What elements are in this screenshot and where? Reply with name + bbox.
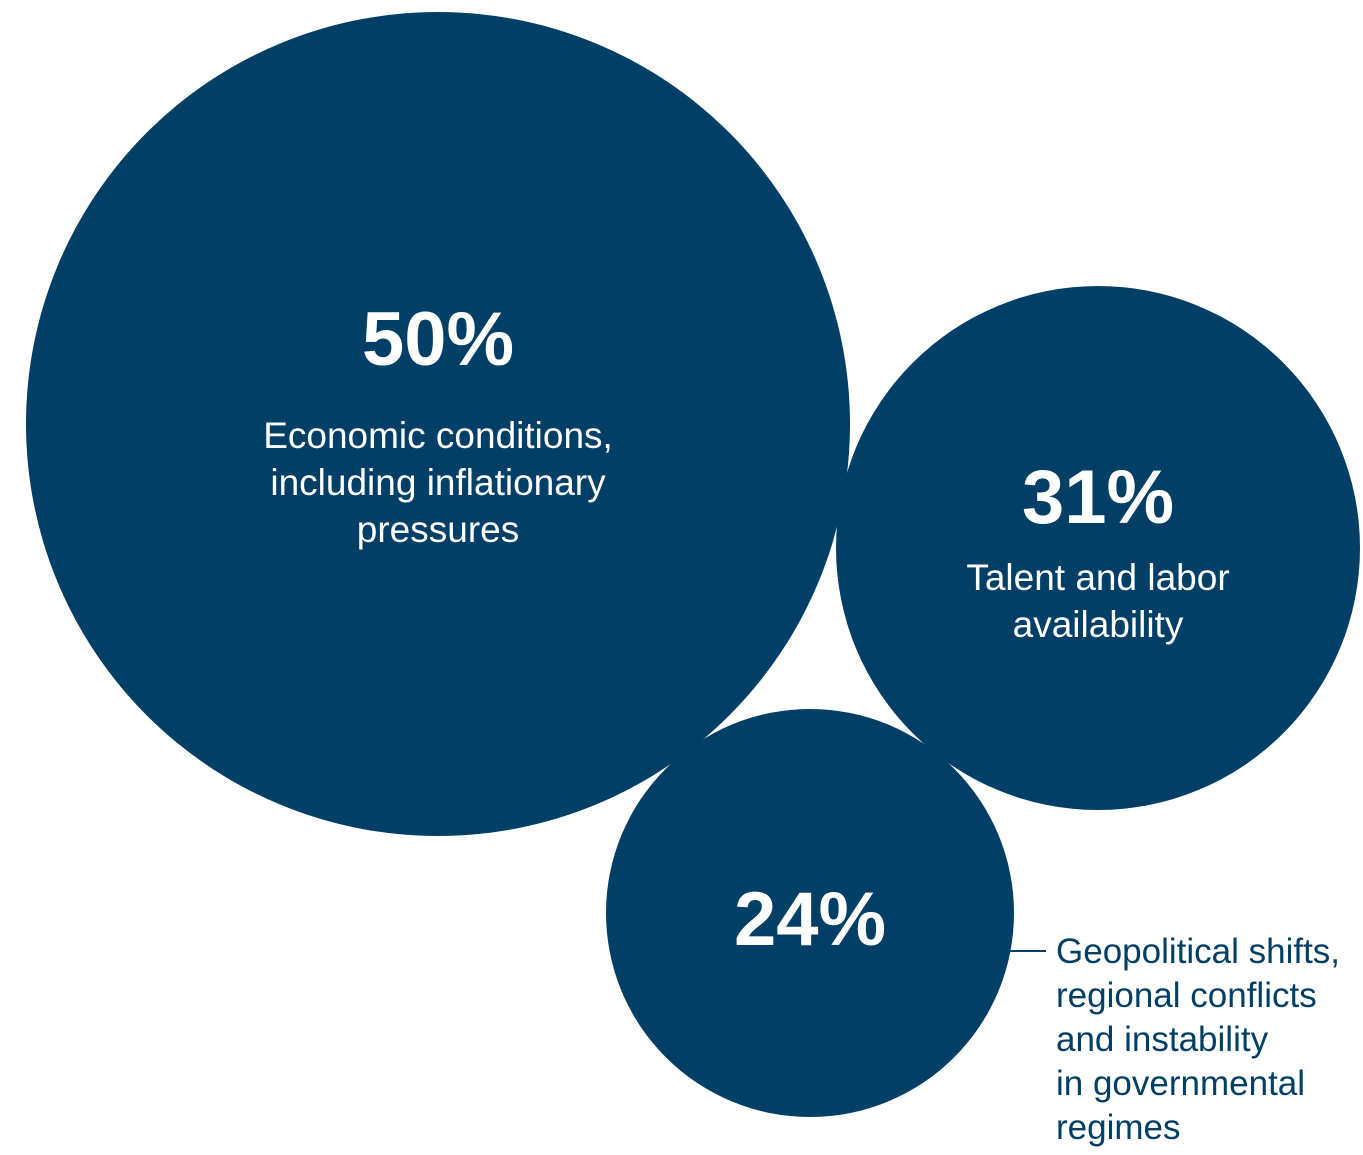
bubble-category-label-3-line-3: and instability: [1056, 1020, 1269, 1059]
bubble-category-label-1-line-1: Economic conditions,: [263, 415, 613, 456]
bubble-value-label-1: 50%: [362, 297, 514, 382]
bubble-2: [836, 286, 1360, 810]
bubble-category-label-3-line-4: in governmental: [1056, 1064, 1305, 1103]
bubble-category-label-2-line-1: Talent and labor: [966, 557, 1229, 598]
bubble-category-label-1-line-3: pressures: [357, 509, 519, 550]
bubble-category-label-3-line-5: regimes: [1056, 1108, 1180, 1147]
bubble-value-label-3: 24%: [734, 877, 886, 962]
bubble-category-label-3-line-2: regional conflicts: [1056, 976, 1317, 1015]
bubble-value-label-2: 31%: [1022, 455, 1174, 540]
bubble-category-label-1-line-2: including inflationary: [270, 462, 606, 503]
bubble-1: [26, 12, 850, 836]
bubble-category-label-2-line-2: availability: [1013, 604, 1184, 645]
bubble-category-label-3-line-1: Geopolitical shifts,: [1056, 932, 1340, 971]
bubble-3: [606, 709, 1014, 1117]
